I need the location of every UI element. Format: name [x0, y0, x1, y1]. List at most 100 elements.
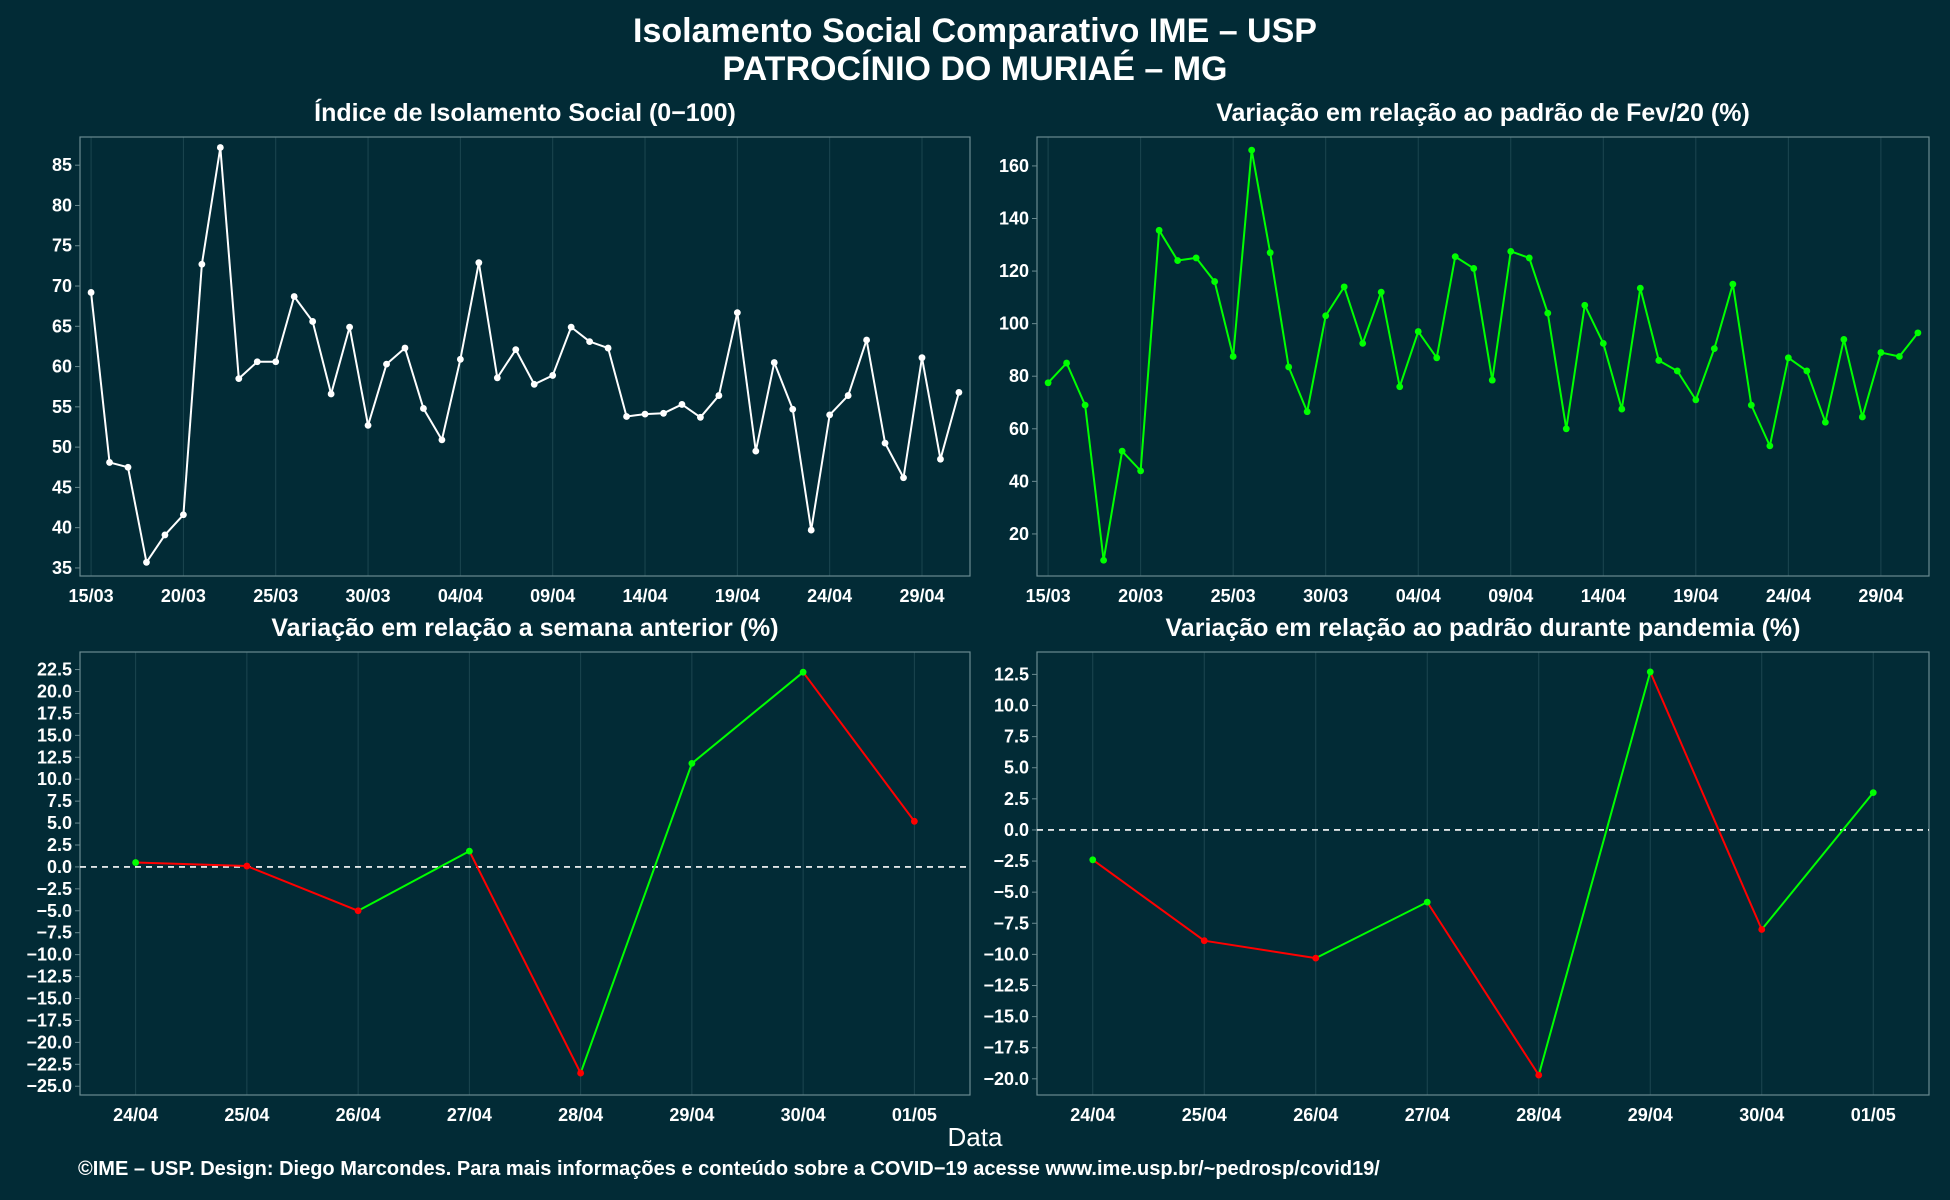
data-point	[1692, 396, 1700, 404]
figure-subtitle: PATROCÍNIO DO MURIAÉ – MG	[722, 50, 1228, 88]
x-tick-label: 25/04	[1182, 1105, 1227, 1125]
x-tick-label: 29/04	[1628, 1105, 1673, 1125]
series-segment	[1084, 405, 1105, 561]
data-point	[465, 847, 473, 855]
series-segment	[1861, 352, 1882, 418]
series-segment	[1639, 287, 1660, 361]
series-segment	[440, 359, 462, 441]
data-point	[1044, 379, 1052, 387]
panel-title: Variação em relação a semana anterior (%…	[271, 614, 778, 642]
data-point	[1312, 954, 1320, 962]
series-segment	[810, 414, 831, 531]
data-point	[660, 409, 667, 417]
data-point	[1089, 856, 1097, 864]
data-point	[688, 760, 696, 767]
series-segment	[311, 321, 333, 395]
data-point	[1673, 367, 1681, 375]
y-tick-label: 5.0	[1004, 758, 1029, 778]
series-segment	[1528, 257, 1549, 314]
data-point	[1914, 329, 1922, 337]
series-segment	[1139, 230, 1161, 471]
y-tick-label: 85	[52, 155, 72, 175]
x-tick-label: 29/04	[1858, 586, 1903, 606]
series-segment	[570, 326, 591, 343]
data-point	[1322, 312, 1330, 320]
data-point	[715, 392, 723, 399]
series-segment	[219, 147, 240, 379]
series-segment	[274, 296, 296, 363]
y-tick-label: 60	[52, 357, 72, 377]
x-tick-label: 01/05	[1851, 1105, 1896, 1125]
series-segment	[902, 357, 923, 478]
series-segment	[246, 865, 359, 912]
series-segment	[1787, 356, 1808, 372]
data-point	[364, 421, 372, 429]
footer-credit: ©IME – USP. Design: Diego Marcondes. Par…	[78, 1158, 1380, 1180]
y-tick-label: 100	[999, 314, 1029, 334]
data-point	[475, 259, 483, 267]
data-point	[1470, 265, 1478, 272]
data-point	[290, 293, 298, 300]
data-point	[1451, 253, 1459, 261]
data-point	[1729, 280, 1737, 288]
panel-title: Índice de Isolamento Social (0−100)	[314, 98, 736, 127]
data-point	[1433, 354, 1441, 362]
series-segment	[1435, 256, 1457, 358]
data-point	[844, 392, 852, 399]
data-point	[604, 344, 612, 352]
data-point	[789, 405, 797, 413]
x-tick-label: 28/04	[558, 1105, 603, 1125]
y-tick-label: 2.5	[1004, 789, 1029, 809]
series-segment	[1417, 330, 1438, 359]
y-tick-label: −22.5	[26, 1054, 72, 1074]
series-segment	[1602, 343, 1623, 410]
y-tick-label: 5.0	[47, 813, 72, 833]
y-tick-label: 70	[52, 276, 72, 296]
data-point	[1710, 345, 1718, 353]
data-point	[1581, 301, 1589, 309]
data-point	[1063, 359, 1071, 367]
series-segment	[828, 394, 849, 416]
y-tick-label: 7.5	[47, 791, 72, 811]
series-segment	[884, 442, 905, 479]
x-tick-label: 20/03	[1118, 586, 1163, 606]
series-segment	[1649, 671, 1763, 930]
series-segment	[736, 312, 757, 452]
series-segment	[1694, 348, 1716, 401]
data-point	[1248, 146, 1256, 154]
data-point	[623, 413, 630, 420]
x-tick-label: 04/04	[438, 586, 483, 606]
data-point	[272, 358, 280, 366]
data-point	[1359, 339, 1367, 347]
x-tick-label: 24/04	[807, 586, 852, 606]
y-tick-label: −12.5	[26, 967, 72, 987]
x-tick-label: 29/04	[899, 586, 944, 606]
series-segment	[422, 407, 443, 441]
series-segment	[1454, 255, 1475, 270]
series-segment	[164, 514, 185, 536]
y-tick-label: −5.0	[993, 882, 1029, 902]
series-segment	[1805, 370, 1827, 423]
series-segment	[1842, 339, 1864, 418]
series-segment	[1768, 357, 1790, 447]
data-point	[910, 817, 918, 825]
x-tick-label: 30/04	[1739, 1105, 1784, 1125]
series-segment	[200, 147, 222, 265]
y-tick-label: 45	[52, 477, 72, 497]
data-point	[1340, 283, 1348, 291]
data-point	[807, 526, 815, 534]
data-point	[1414, 328, 1422, 335]
series-segment	[238, 360, 258, 380]
y-tick-label: 10.0	[994, 696, 1029, 716]
series-segment	[1315, 901, 1428, 960]
y-tick-label: 22.5	[37, 660, 72, 680]
y-tick-label: 2.5	[47, 835, 72, 855]
x-tick-label: 04/04	[1396, 586, 1441, 606]
series-segment	[1380, 291, 1401, 387]
x-tick-label: 25/03	[1211, 586, 1256, 606]
panel-border	[1036, 136, 1930, 577]
series-segment	[127, 467, 148, 563]
data-point	[1766, 442, 1774, 450]
data-point	[1784, 354, 1792, 362]
y-tick-label: −2.5	[993, 851, 1029, 871]
